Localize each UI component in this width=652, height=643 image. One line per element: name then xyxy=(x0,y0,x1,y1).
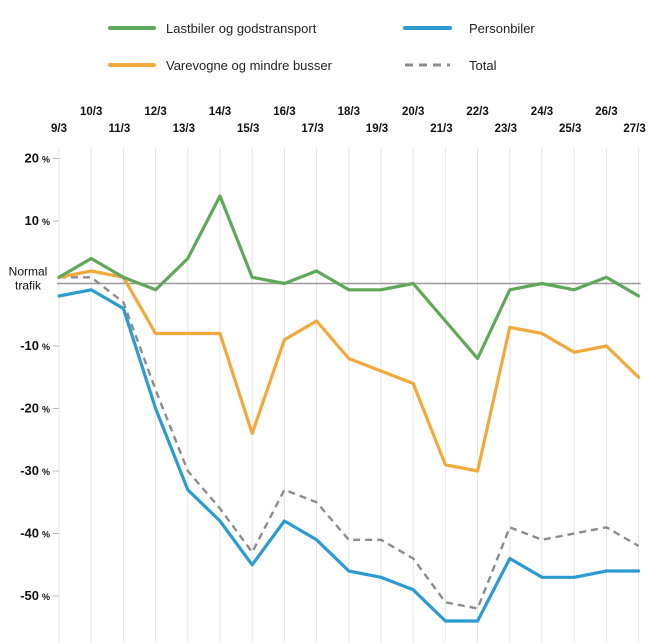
x-tick-label-22-3: 22/3 xyxy=(466,106,488,118)
y-tick-number: -20 xyxy=(20,401,39,416)
legend-item-varevogne-og-mindre-busser: Varevogne og mindre busser xyxy=(108,58,333,73)
y-tick-unit: % xyxy=(42,530,50,540)
legend-item-personbiler: Personbiler xyxy=(403,21,535,36)
axes: 9/3 10/3 11/3 12/3 13/3 14/3 15/3 16/3 17/3 18/3 1… xyxy=(9,106,646,603)
x-tick-label-10-3: 10/3 xyxy=(80,106,102,118)
series-line-lastbiler-og-godstransport xyxy=(57,194,641,361)
legend-item-lastbiler-og-godstransport: Lastbiler og godstransport xyxy=(108,21,317,36)
y-tick-unit: % xyxy=(42,155,50,165)
y-tick-label-minus30: -30% xyxy=(20,463,50,478)
y-tick-unit: % xyxy=(42,342,50,352)
y-tick-unit: % xyxy=(42,467,50,477)
x-tick-label-15-3: 15/3 xyxy=(237,123,259,135)
y-tick-label-10: 10% xyxy=(25,213,50,228)
x-tick-label-25-3: 25/3 xyxy=(559,123,581,135)
y-tick-unit: % xyxy=(42,217,50,227)
y-tick-label-line: trafik xyxy=(15,279,42,293)
series xyxy=(57,194,641,623)
x-tick-label-16-3: 16/3 xyxy=(273,106,295,118)
x-tick-label-11-3: 11/3 xyxy=(109,123,131,135)
y-tick-label-minus10: -10% xyxy=(20,338,50,353)
x-tick-label-24-3: 24/3 xyxy=(531,106,553,118)
x-tick-label-19-3: 19/3 xyxy=(366,123,388,135)
x-tick-label-23-3: 23/3 xyxy=(495,123,517,135)
legend: Lastbiler og godstransport Personbiler Var… xyxy=(108,21,535,73)
y-tick-number: -40 xyxy=(20,526,39,541)
x-tick-label-9-3: 9/3 xyxy=(51,123,67,135)
y-tick-number: -30 xyxy=(20,463,39,478)
y-tick-label-minus20: -20% xyxy=(20,401,50,416)
x-tick-label-14-3: 14/3 xyxy=(209,106,231,118)
legend-label: Personbiler xyxy=(469,21,535,36)
y-tick-label-line: Normal xyxy=(9,265,48,279)
y-tick-number: -50 xyxy=(20,588,39,603)
x-tick-label-12-3: 12/3 xyxy=(144,106,166,118)
y-tick-number: 10 xyxy=(25,213,39,228)
series-line-varevogne-og-mindre-busser xyxy=(57,269,641,473)
legend-item-total: Total xyxy=(405,58,497,73)
x-tick-label-27-3: 27/3 xyxy=(623,123,645,135)
y-tick-label-20: 20% xyxy=(25,151,50,166)
y-tick-label-minus50: -50% xyxy=(20,588,50,603)
y-tick-number: -10 xyxy=(20,338,39,353)
x-tick-label-21-3: 21/3 xyxy=(430,123,452,135)
legend-label: Varevogne og mindre busser xyxy=(166,58,333,73)
y-tick-unit: % xyxy=(42,592,50,602)
y-tick-label-minus40: -40% xyxy=(20,526,50,541)
grid xyxy=(57,148,641,643)
x-tick-label-17-3: 17/3 xyxy=(301,123,323,135)
legend-label: Lastbiler og godstransport xyxy=(166,21,317,36)
x-tick-label-20-3: 20/3 xyxy=(402,106,424,118)
y-tick-number: 20 xyxy=(25,151,39,166)
x-tick-label-18-3: 18/3 xyxy=(338,106,360,118)
series-line-personbiler xyxy=(57,288,641,623)
x-tick-label-13-3: 13/3 xyxy=(173,123,195,135)
legend-label: Total xyxy=(469,58,497,73)
x-tick-label-26-3: 26/3 xyxy=(595,106,617,118)
y-tick-unit: % xyxy=(42,405,50,415)
